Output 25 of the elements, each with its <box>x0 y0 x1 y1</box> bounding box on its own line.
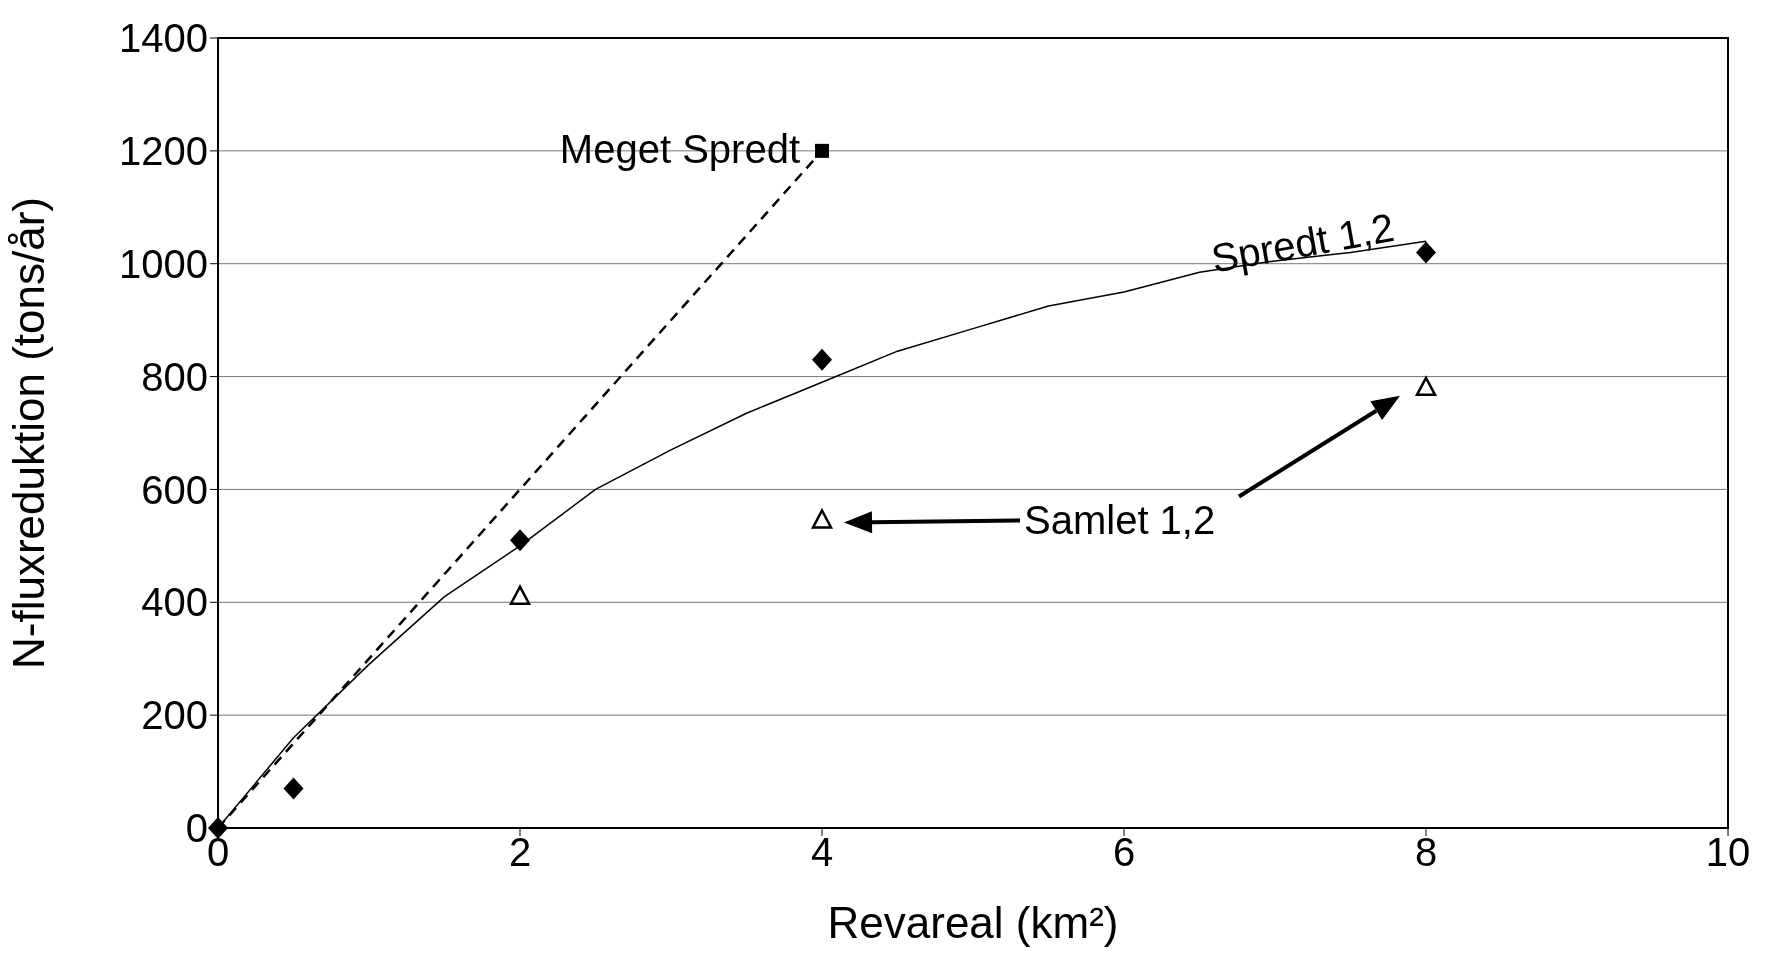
y-axis-title: N-fluxreduktion (tons/år) <box>3 197 53 669</box>
x-tick-label: 4 <box>810 830 834 875</box>
point <box>811 509 833 529</box>
point <box>1415 376 1437 397</box>
x-tick-label: 2 <box>508 830 532 875</box>
point <box>815 143 829 158</box>
x-tick-label: 8 <box>1414 830 1438 875</box>
y-tick-label: 200 <box>141 693 208 738</box>
point <box>510 529 530 552</box>
y-tick-label: 600 <box>141 467 208 512</box>
point <box>812 348 832 371</box>
text: Spredt 1,2 <box>1207 204 1398 281</box>
y-tick-label: 1200 <box>119 129 208 174</box>
point <box>283 777 304 800</box>
point <box>1416 241 1436 264</box>
y-tick-label: 800 <box>141 354 208 399</box>
y-tick-label: 1000 <box>119 241 208 286</box>
y-tick-label: 400 <box>141 580 208 625</box>
x-axis-title: Revareal (km²) <box>827 898 1119 947</box>
point <box>509 585 531 605</box>
series-label: Meget Spredt <box>559 126 800 171</box>
y-tick-label: 1400 <box>119 16 208 61</box>
x-tick-label: 10 <box>1705 830 1751 875</box>
x-tick-label: 6 <box>1112 830 1136 875</box>
legend-label: Samlet 1,2 <box>1024 498 1216 543</box>
